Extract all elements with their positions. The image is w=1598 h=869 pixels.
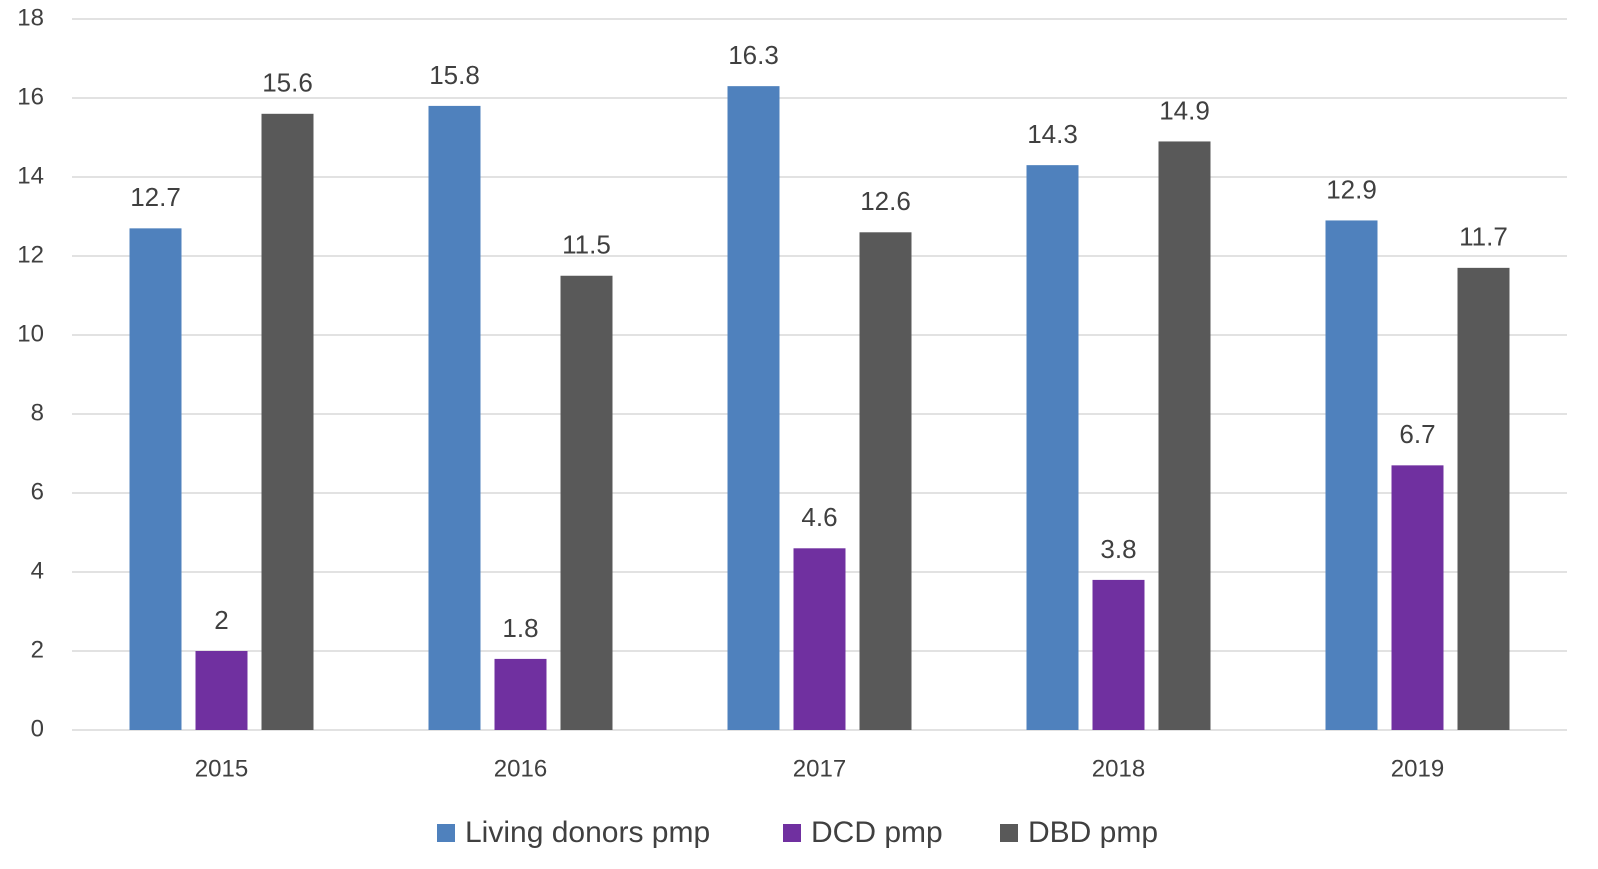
data-label: 12.7 bbox=[130, 182, 181, 212]
bar bbox=[428, 105, 481, 730]
x-tick-label: 2017 bbox=[793, 755, 846, 782]
data-label: 14.9 bbox=[1159, 95, 1210, 125]
legend-label: DCD pmp bbox=[811, 816, 943, 849]
y-tick-label: 14 bbox=[17, 162, 44, 189]
bar bbox=[1026, 165, 1079, 730]
y-tick-label: 18 bbox=[17, 4, 44, 31]
data-label: 3.8 bbox=[1100, 534, 1136, 564]
bar bbox=[727, 86, 780, 730]
bar bbox=[1457, 267, 1510, 730]
data-label: 12.6 bbox=[860, 186, 911, 216]
bar bbox=[1158, 141, 1211, 730]
data-label: 15.8 bbox=[429, 60, 480, 90]
legend-swatch bbox=[783, 824, 801, 842]
x-tick-label: 2018 bbox=[1092, 755, 1145, 782]
data-label: 4.6 bbox=[801, 502, 837, 532]
bar bbox=[1391, 465, 1444, 730]
legend-swatch bbox=[437, 824, 455, 842]
y-tick-label: 12 bbox=[17, 241, 44, 268]
bar bbox=[1325, 220, 1378, 730]
bar bbox=[560, 275, 613, 730]
y-tick-label: 2 bbox=[31, 636, 44, 663]
legend-label: DBD pmp bbox=[1028, 816, 1158, 849]
bar bbox=[261, 113, 314, 731]
data-label: 2 bbox=[214, 605, 228, 635]
data-label: 16.3 bbox=[728, 40, 779, 70]
y-tick-label: 4 bbox=[31, 557, 44, 584]
data-label: 11.7 bbox=[1459, 222, 1508, 252]
data-label: 12.9 bbox=[1326, 174, 1377, 204]
bar bbox=[494, 658, 547, 730]
bar bbox=[793, 548, 846, 730]
data-label: 6.7 bbox=[1399, 419, 1435, 449]
bar bbox=[129, 228, 182, 730]
y-tick-label: 8 bbox=[31, 399, 44, 426]
x-tick-label: 2019 bbox=[1391, 755, 1444, 782]
y-tick-label: 10 bbox=[17, 320, 44, 347]
bar bbox=[1092, 579, 1145, 730]
data-label: 15.6 bbox=[262, 68, 313, 98]
bar bbox=[859, 232, 912, 731]
data-label: 14.3 bbox=[1027, 119, 1078, 149]
bar bbox=[195, 651, 248, 730]
y-tick-label: 16 bbox=[17, 83, 44, 110]
legend-swatch bbox=[1000, 824, 1018, 842]
x-tick-label: 2015 bbox=[195, 755, 248, 782]
legend-label: Living donors pmp bbox=[465, 816, 710, 849]
data-label: 11.5 bbox=[562, 230, 611, 260]
data-label: 1.8 bbox=[502, 613, 538, 643]
y-tick-label: 0 bbox=[31, 715, 44, 742]
x-tick-label: 2016 bbox=[494, 755, 547, 782]
y-tick-label: 6 bbox=[31, 478, 44, 505]
